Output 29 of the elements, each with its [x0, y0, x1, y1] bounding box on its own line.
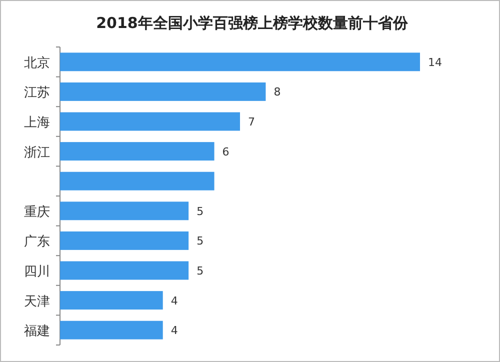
y-tick-label: 浙江	[24, 145, 50, 160]
data-label: 6	[222, 145, 230, 158]
data-label: 5	[196, 264, 204, 278]
data-label: 14	[428, 56, 442, 69]
y-tick-label: 江苏	[24, 86, 50, 101]
bar	[60, 82, 266, 101]
bar	[60, 320, 163, 340]
y-tick-label: 广东	[24, 234, 50, 250]
chart-title: 2018年全国小学百强榜上榜学校数量前十省份	[96, 14, 409, 32]
bar	[60, 231, 189, 250]
y-tick-label: 上海	[24, 116, 50, 130]
data-label: 7	[248, 116, 255, 128]
y-tick-label: 福建	[24, 324, 50, 340]
bar	[60, 142, 214, 161]
bar	[60, 112, 240, 131]
y-tick-label: 重庆	[24, 204, 50, 220]
bar	[60, 52, 420, 72]
data-label: 4	[170, 294, 178, 308]
data-label: 5	[196, 234, 204, 248]
bar	[60, 291, 163, 310]
data-label: 4	[170, 324, 178, 338]
y-tick-label: 北京	[24, 56, 50, 71]
bar	[60, 172, 214, 190]
y-tick-label: 天津	[24, 294, 50, 310]
data-label: 8	[274, 86, 281, 99]
y-tick-label: 四川	[24, 264, 50, 280]
bar	[60, 261, 189, 280]
bar	[60, 202, 189, 220]
data-label: 5	[196, 204, 204, 218]
